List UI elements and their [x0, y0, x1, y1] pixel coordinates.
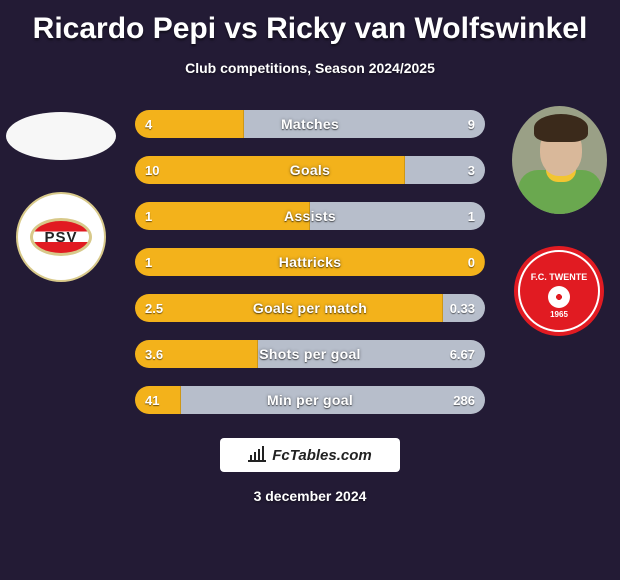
stat-bars: Matches49 Goals103 Assists11 Hattricks10 Goa…	[135, 106, 485, 414]
stat-left-fill	[135, 340, 258, 368]
right-club-logo: F.C. TWENTE 1965	[514, 246, 604, 336]
left-player-avatar	[6, 112, 116, 160]
subtitle: Club competitions, Season 2024/2025	[0, 60, 620, 76]
stat-row: Hattricks10	[135, 248, 485, 276]
stat-left-fill	[135, 248, 485, 276]
stat-row: Matches49	[135, 110, 485, 138]
right-club-text: F.C. TWENTE	[531, 272, 588, 282]
left-player-column: PSV	[6, 106, 116, 282]
right-club-year: 1965	[550, 310, 568, 319]
stat-row: Goals per match2.50.33	[135, 294, 485, 322]
footer-date: 3 december 2024	[0, 488, 620, 504]
stat-left-fill	[135, 156, 405, 184]
stat-left-fill	[135, 386, 181, 414]
bar-chart-icon	[248, 448, 266, 462]
comparison-content: PSV F.C. TWENTE 1965 Matches49 Goals103 As…	[0, 106, 620, 414]
stat-left-fill	[135, 202, 310, 230]
stat-right-fill	[405, 156, 486, 184]
stat-right-fill	[443, 294, 485, 322]
stat-left-fill	[135, 110, 244, 138]
stat-left-fill	[135, 294, 443, 322]
page-title: Ricardo Pepi vs Ricky van Wolfswinkel	[0, 0, 620, 46]
stat-row: Min per goal41286	[135, 386, 485, 414]
stat-right-fill	[244, 110, 486, 138]
left-club-logo: PSV	[16, 192, 106, 282]
stat-right-fill	[310, 202, 485, 230]
right-player-avatar	[512, 106, 607, 214]
site-logo: FcTables.com	[220, 438, 400, 472]
stat-row: Assists11	[135, 202, 485, 230]
right-player-column: F.C. TWENTE 1965	[504, 106, 614, 336]
stat-row: Goals103	[135, 156, 485, 184]
stat-right-fill	[258, 340, 486, 368]
stat-row: Shots per goal3.66.67	[135, 340, 485, 368]
stat-right-fill	[181, 386, 486, 414]
soccer-ball-icon	[548, 286, 570, 308]
site-name: FcTables.com	[272, 447, 371, 464]
psv-badge: PSV	[30, 218, 92, 256]
